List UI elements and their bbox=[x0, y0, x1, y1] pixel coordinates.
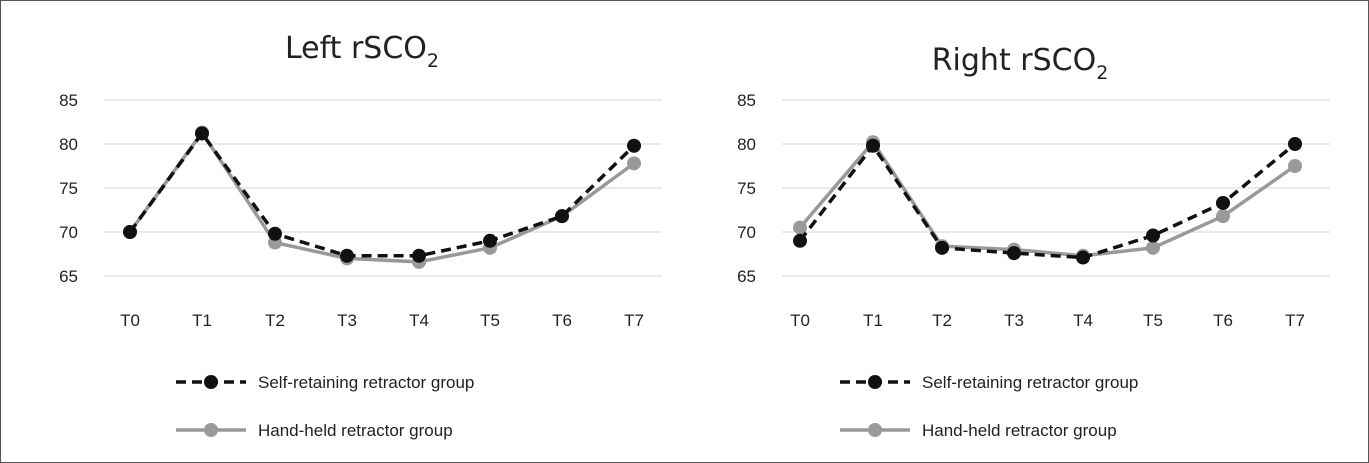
x-tick-label: T6 bbox=[552, 311, 572, 330]
y-tick-label: 80 bbox=[59, 135, 78, 154]
data-point bbox=[340, 248, 354, 263]
x-tick-label: T1 bbox=[192, 311, 212, 330]
legend-label: Hand-held retractor group bbox=[258, 421, 453, 440]
data-point bbox=[1216, 195, 1230, 210]
data-point bbox=[195, 126, 209, 141]
chart-title: Right rSCO2 bbox=[932, 43, 1109, 84]
series-line-self-retaining bbox=[128, 131, 636, 258]
x-tick-label: T3 bbox=[337, 311, 357, 330]
legend-label: Self-retaining retractor group bbox=[258, 373, 474, 392]
x-tick-label: T0 bbox=[790, 311, 810, 330]
y-tick-label: 70 bbox=[59, 223, 78, 242]
x-tick-label: T3 bbox=[1004, 311, 1024, 330]
x-tick-label: T0 bbox=[120, 311, 140, 330]
legend-marker bbox=[204, 423, 218, 437]
y-tick-label: 65 bbox=[737, 267, 756, 286]
data-point bbox=[793, 220, 807, 235]
data-point bbox=[412, 248, 426, 263]
data-point bbox=[793, 233, 807, 248]
legend-marker bbox=[204, 375, 218, 389]
data-point bbox=[1007, 246, 1021, 261]
data-point bbox=[627, 138, 641, 153]
legend-label: Hand-held retractor group bbox=[922, 421, 1117, 440]
data-point bbox=[866, 138, 880, 153]
y-tick-label: 70 bbox=[737, 223, 756, 242]
data-point bbox=[1076, 250, 1090, 265]
data-point bbox=[268, 226, 282, 241]
y-tick-label: 85 bbox=[737, 91, 756, 110]
y-tick-label: 75 bbox=[737, 179, 756, 198]
x-tick-label: T4 bbox=[409, 311, 429, 330]
chart-title: Left rSCO2 bbox=[285, 31, 439, 72]
x-tick-label: T2 bbox=[265, 311, 285, 330]
y-tick-label: 80 bbox=[737, 135, 756, 154]
data-point bbox=[1216, 209, 1230, 224]
x-tick-label: T5 bbox=[480, 311, 500, 330]
data-point bbox=[483, 233, 497, 248]
chart-title-subscript: 2 bbox=[1096, 62, 1108, 84]
data-point bbox=[935, 240, 949, 255]
chart-panel-right: Right rSCO2 65 70 75 80 85 T0 T1 T2 T3 T4 T5 T6 T7 Sel… bbox=[737, 43, 1330, 440]
legend-marker bbox=[868, 423, 882, 437]
y-tick-label: 65 bbox=[59, 267, 78, 286]
legend-marker bbox=[868, 375, 882, 389]
y-tick-label: 85 bbox=[59, 91, 78, 110]
x-tick-label: T5 bbox=[1143, 311, 1163, 330]
x-tick-label: T7 bbox=[1285, 311, 1305, 330]
data-point bbox=[1146, 240, 1160, 255]
data-point bbox=[123, 225, 137, 239]
data-point bbox=[1288, 137, 1302, 151]
data-point bbox=[555, 209, 569, 224]
x-tick-label: T2 bbox=[932, 311, 952, 330]
data-point bbox=[1146, 228, 1160, 243]
chart-title-subscript: 2 bbox=[427, 50, 439, 72]
data-point bbox=[1288, 159, 1302, 173]
legend-label: Self-retaining retractor group bbox=[922, 373, 1138, 392]
y-tick-label: 75 bbox=[59, 179, 78, 198]
x-tick-label: T6 bbox=[1213, 311, 1233, 330]
x-tick-label: T1 bbox=[863, 311, 883, 330]
x-tick-label: T4 bbox=[1073, 311, 1093, 330]
chart-panel-left: Left rSCO2 65 70 75 80 85 T0 T1 T2 T3 T4 T5 T6 T7 Self… bbox=[59, 31, 662, 440]
series-line-hand-held bbox=[128, 130, 636, 264]
x-tick-label: T7 bbox=[624, 311, 644, 330]
data-point bbox=[627, 156, 641, 171]
series-line-hand-held bbox=[798, 140, 1297, 258]
